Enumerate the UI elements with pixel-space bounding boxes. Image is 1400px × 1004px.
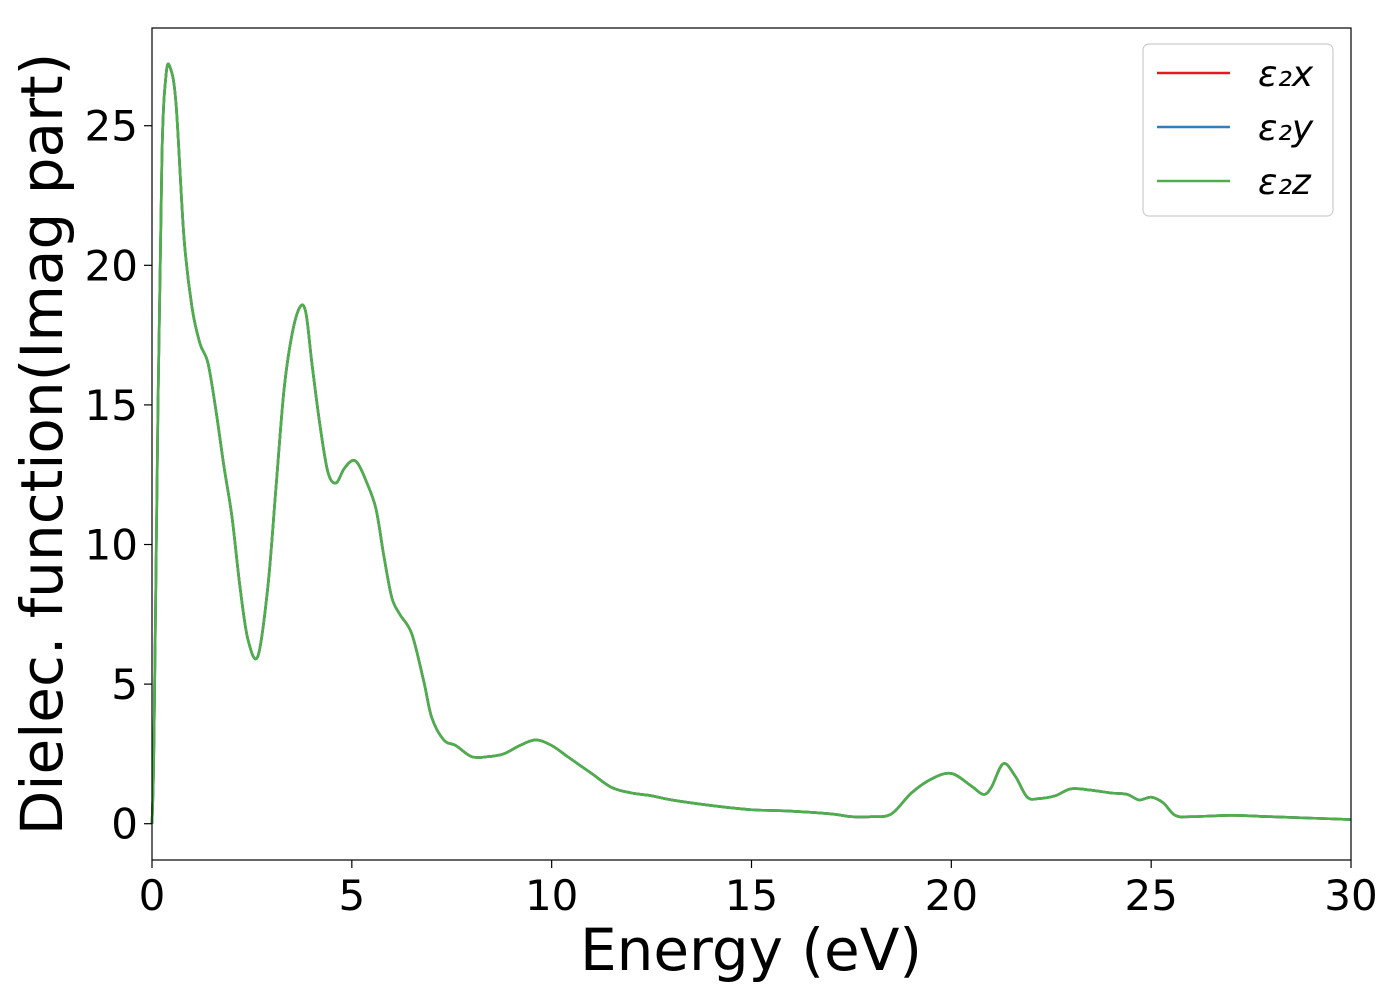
y-axis-label: Dielec. function(Imag part) — [8, 53, 76, 836]
legend-label-2: ε₂y — [1258, 108, 1314, 149]
y-tick-label: 25 — [85, 102, 138, 151]
y-tick-label: 10 — [85, 521, 138, 570]
legend: ε₂x ε₂y ε₂z — [1142, 43, 1334, 217]
x-tick-label: 15 — [725, 871, 778, 920]
y-tick-label: 15 — [85, 381, 138, 430]
legend-label-1: ε₂x — [1258, 54, 1314, 95]
series-line-3 — [150, 62, 1352, 824]
x-tick-label: 0 — [139, 871, 166, 920]
x-axis-ticks: 0 5 10 15 20 25 30 — [139, 860, 1378, 920]
legend-label-3: ε₂z — [1258, 162, 1312, 203]
y-tick-label: 0 — [111, 800, 138, 849]
x-tick-label: 30 — [1324, 871, 1377, 920]
x-tick-label: 25 — [1124, 871, 1177, 920]
legend-box — [1142, 43, 1334, 217]
x-tick-label: 10 — [525, 871, 578, 920]
x-axis-label: Energy (eV) — [580, 916, 922, 984]
y-axis-ticks: 0 5 10 15 20 25 — [85, 102, 152, 849]
y-tick-label: 5 — [111, 660, 138, 709]
x-tick-label: 20 — [925, 871, 978, 920]
y-tick-label: 20 — [85, 241, 138, 290]
x-tick-label: 5 — [338, 871, 365, 920]
series-layer — [150, 62, 1352, 824]
